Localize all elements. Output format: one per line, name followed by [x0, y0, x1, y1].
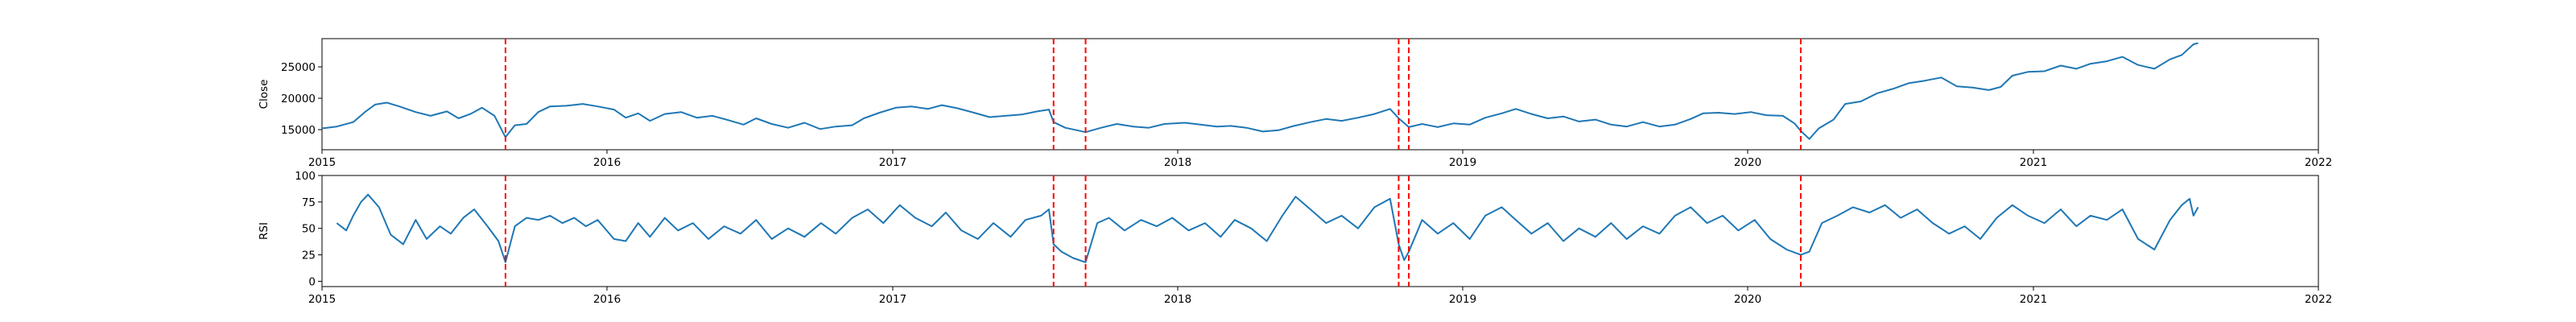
panel-1-ylabel: Close: [258, 80, 270, 109]
panel-1-xtick-label: 2015: [308, 156, 336, 169]
panel-1-xtick-label: 2018: [1164, 156, 1191, 169]
panel-2-axes-frame: [321, 175, 2319, 287]
panel-2-xtick-label: 2017: [879, 293, 906, 306]
panel-2-ytick-label: 0: [308, 275, 316, 288]
panel-2-ytick-label: 25: [302, 250, 316, 262]
panel-2-xtick-label: 2016: [593, 293, 621, 306]
panel-2-ytick-label: 75: [302, 196, 316, 209]
panel-1-xtick-label: 2021: [2020, 156, 2047, 169]
panel-2-xtick-label: 2020: [1734, 293, 1761, 306]
panel-2-xtick-label: 2022: [2305, 293, 2332, 306]
panel-2-xtick-label: 2019: [1449, 293, 1476, 306]
panel-1-ytick-label: 25000: [281, 61, 316, 74]
panel-2-series-rsi-line: [336, 193, 2199, 263]
panel-1-ytick-label: 15000: [281, 124, 316, 137]
panel-1-xtick-label: 2017: [879, 156, 906, 169]
panel-1-xtick-label: 2016: [593, 156, 621, 169]
panel-2-ytick-label: 50: [302, 223, 316, 236]
panel-1-ytick-label: 20000: [281, 93, 316, 105]
panel-1-axes-frame: [321, 38, 2319, 151]
panel-1-xtick-label: 2020: [1734, 156, 1761, 169]
panel-2-xtick-label: 2015: [308, 293, 336, 306]
panel-2-xtick-label: 2021: [2020, 293, 2047, 306]
panel-1-xtick-label: 2019: [1449, 156, 1476, 169]
panel-2-xtick-label: 2018: [1164, 293, 1191, 306]
panel-2-ylabel: RSI: [258, 222, 270, 240]
panel-2-ytick-label: 100: [295, 170, 316, 183]
panel-1-xtick-label: 2022: [2305, 156, 2332, 169]
panel-1-series-close-line: [321, 42, 2198, 140]
